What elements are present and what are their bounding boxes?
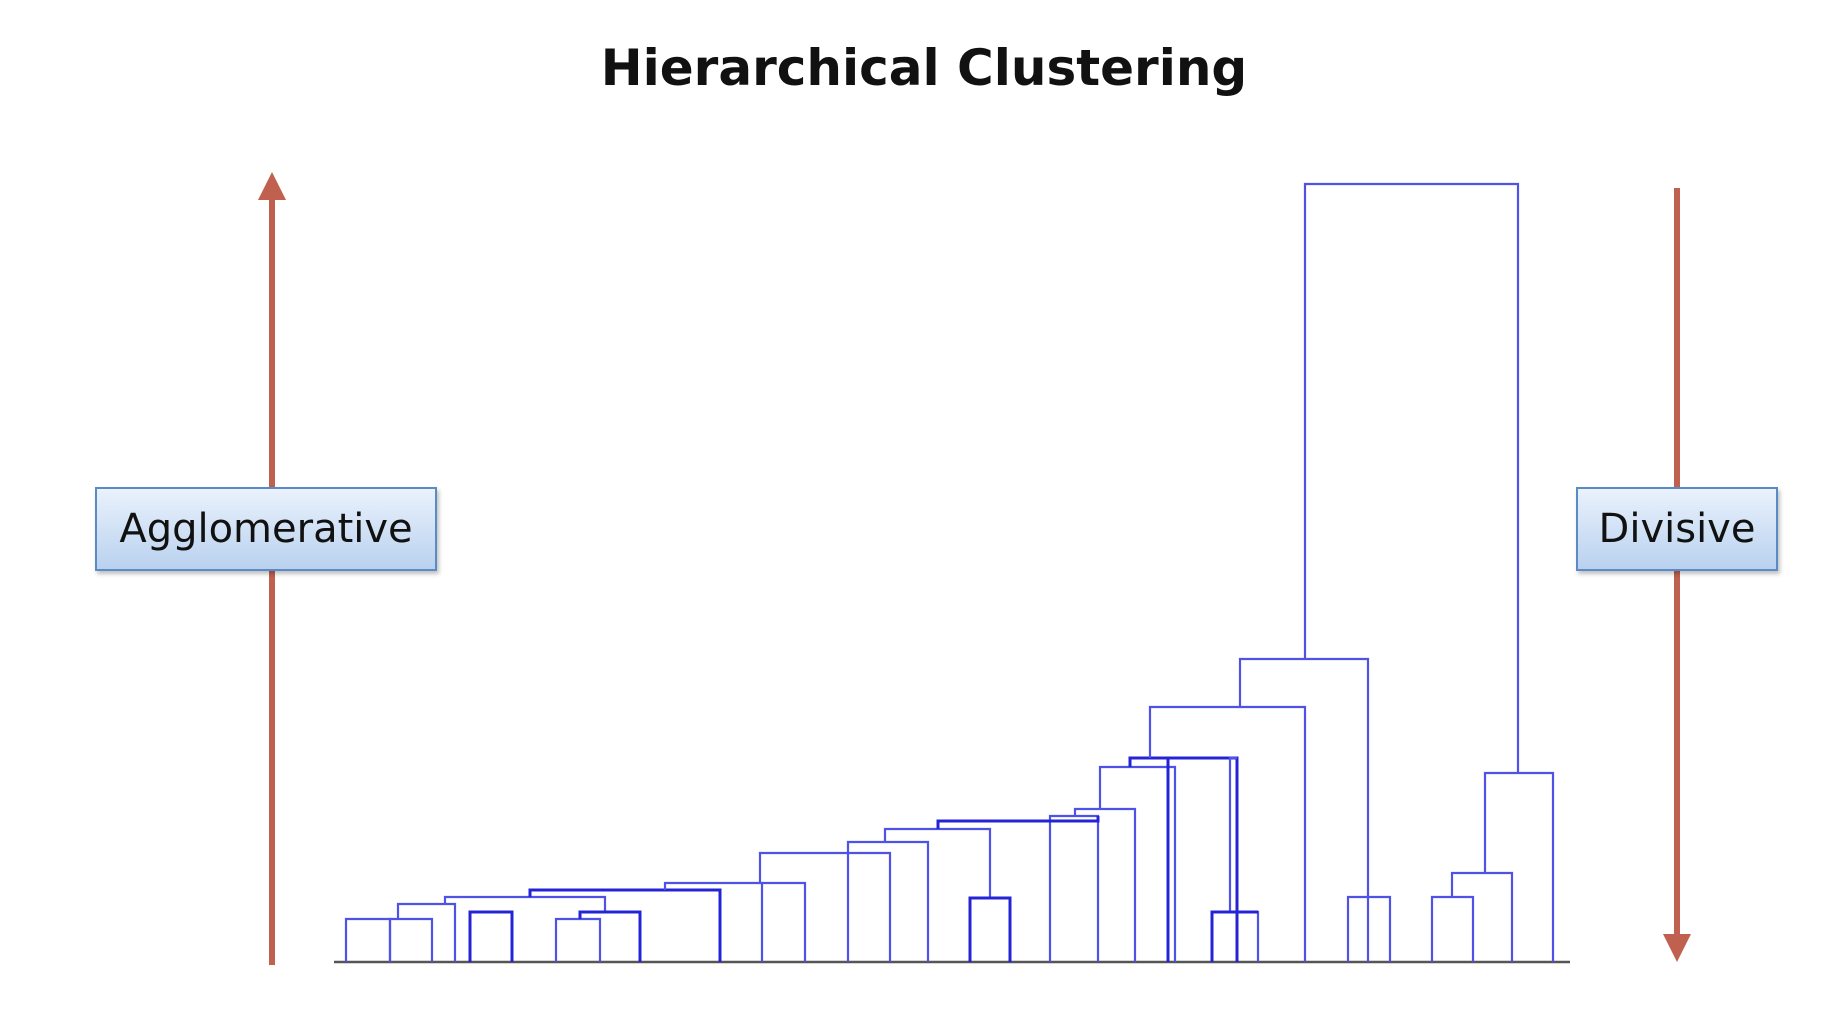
divisive-label: Divisive: [1576, 487, 1778, 571]
agglomerative-label: Agglomerative: [95, 487, 437, 571]
dendrogram-link-highlight: [468, 910, 514, 962]
dendrogram-link: [1098, 765, 1177, 962]
dendrogram-link: [344, 917, 392, 962]
dendrogram-link-highlight: [1166, 756, 1239, 962]
dendrogram-link: [388, 917, 434, 962]
dendrogram-link-highlight: [1210, 910, 1258, 962]
dendrogram-link: [762, 881, 807, 962]
dendrogram-link: [1148, 705, 1307, 962]
dendrogram-link: [1346, 895, 1392, 962]
dendrogram-link: [758, 851, 892, 962]
dendrogram-link-highlight: [1128, 756, 1168, 767]
dendrogram-link: [1048, 814, 1100, 962]
dendrogram-link: [1303, 182, 1520, 773]
dendrogram-link: [1430, 895, 1475, 962]
dendrogram-link: [846, 840, 930, 962]
dendrogram-link: [396, 902, 457, 962]
dendrogram-link: [1228, 756, 1260, 962]
dendrogram-link: [1073, 807, 1137, 962]
agglomerative-arrow-head: [258, 172, 286, 200]
dendrogram-links: [344, 182, 1555, 962]
diagram-title: Hierarchical Clustering: [600, 39, 1248, 97]
dendrogram-link-highlight: [936, 816, 1100, 829]
dendrogram-link-highlight: [968, 896, 1012, 962]
divisive-arrow-head: [1663, 934, 1691, 962]
dendrogram-link: [1450, 871, 1514, 962]
dendrogram-link: [443, 895, 607, 912]
dendrogram-link: [554, 917, 602, 962]
dendrogram-link: [883, 827, 992, 898]
dendrogram-link: [663, 881, 764, 962]
dendrogram-link: [1483, 771, 1555, 962]
dendrogram-link-highlight: [528, 888, 722, 962]
dendrogram-link-highlight: [578, 910, 642, 962]
